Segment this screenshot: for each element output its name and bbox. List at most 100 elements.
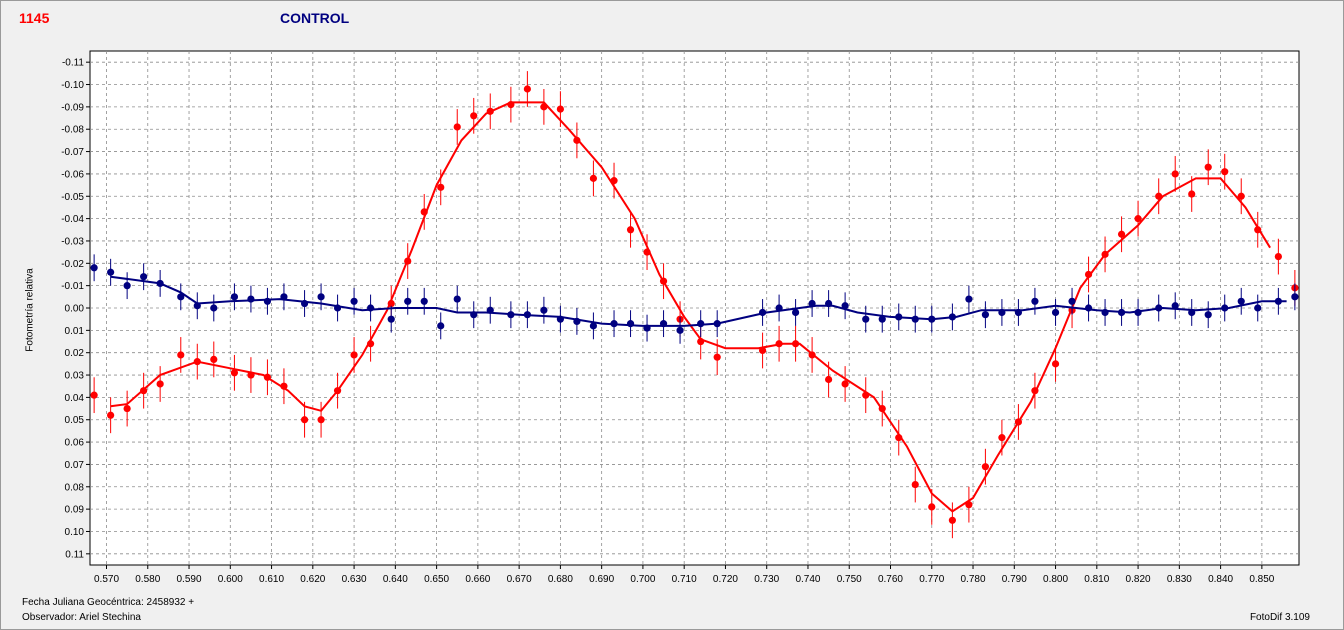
data-point [1068, 297, 1076, 305]
y-tick-label: -0.09 [61, 102, 84, 113]
x-tick-label: 0.630 [342, 574, 367, 585]
x-tick-label: 0.620 [300, 574, 325, 585]
y-tick-label: 0.08 [65, 482, 85, 493]
x-tick-label: 0.580 [135, 574, 160, 585]
data-point [1014, 418, 1023, 426]
x-tick-label: 0.770 [919, 574, 944, 585]
data-point [540, 306, 548, 314]
data-point [507, 311, 515, 319]
y-axis-ticks: -0.11 -0.10 -0.09 -0.08 -0.07 -0.06 -0.05 -0.04… [61, 58, 90, 560]
data-point [928, 315, 936, 323]
star-label: 1145 [19, 10, 50, 26]
data-point [486, 107, 494, 115]
data-point [948, 516, 956, 524]
x-tick-label: 0.730 [754, 574, 779, 585]
julian-date-label: Fecha Juliana Geocéntrica: 2458932 + [22, 597, 195, 608]
data-point [1117, 308, 1126, 317]
x-tick-label: 0.600 [218, 574, 243, 585]
data-point [280, 382, 288, 390]
y-tick-label: 0.06 [65, 438, 85, 449]
data-point [420, 297, 428, 305]
data-point [626, 320, 635, 328]
data-point [300, 299, 309, 308]
data-point [1274, 297, 1282, 305]
data-point [643, 248, 651, 256]
control-label: CONTROL [280, 10, 350, 26]
data-point [758, 308, 767, 317]
data-point [107, 268, 115, 276]
observer-label: Observador: Ariel Stechina [22, 612, 141, 623]
data-point [404, 257, 412, 265]
x-tick-label: 0.690 [589, 574, 614, 585]
data-point [193, 302, 201, 310]
data-point [90, 391, 98, 399]
data-point [470, 112, 478, 120]
data-point [1031, 297, 1039, 305]
data-point [808, 299, 816, 308]
data-point [791, 340, 800, 348]
data-point [1221, 304, 1229, 312]
data-point [140, 387, 148, 395]
x-tick-label: 0.820 [1126, 574, 1151, 585]
data-point [156, 279, 164, 288]
data-point [387, 315, 395, 323]
grid-lines [90, 51, 1299, 565]
y-tick-label: -0.01 [61, 281, 84, 292]
data-point [1117, 230, 1126, 238]
data-point [107, 411, 115, 419]
data-point [791, 308, 800, 317]
x-tick-label: 0.760 [878, 574, 903, 585]
data-point [453, 295, 461, 303]
data-point [911, 480, 919, 489]
data-point [317, 293, 325, 301]
data-point [1155, 304, 1163, 312]
data-point [1221, 168, 1229, 176]
data-point [697, 320, 705, 328]
y-tick-label: 0.04 [65, 393, 85, 404]
data-point [573, 317, 581, 326]
y-tick-label: 0.02 [65, 348, 85, 359]
data-point [825, 299, 833, 308]
data-point [437, 322, 445, 330]
data-point [1291, 293, 1299, 301]
data-point [230, 293, 239, 301]
data-point [453, 123, 461, 131]
data-point [1254, 304, 1262, 312]
data-point [1274, 253, 1282, 261]
data-point [981, 311, 990, 319]
data-point [1014, 308, 1023, 317]
data-point [1171, 302, 1179, 310]
data-point [713, 353, 721, 361]
data-point [470, 311, 478, 319]
data-point [998, 308, 1006, 317]
x-tick-label: 0.610 [259, 574, 284, 585]
data-point [350, 297, 358, 305]
data-point [1084, 304, 1093, 312]
plot-area [89, 50, 1300, 566]
data-point [573, 136, 581, 144]
x-tick-label: 0.570 [94, 574, 119, 585]
data-point [911, 315, 919, 323]
data-point [965, 295, 973, 303]
data-point [775, 304, 783, 312]
data-point [123, 404, 131, 413]
data-point [333, 304, 342, 312]
x-axis-ticks: 0.570 0.580 0.590 0.600 0.610 0.620 0.630 0.640… [94, 565, 1275, 585]
data-point [350, 351, 358, 359]
x-tick-label: 0.720 [713, 574, 738, 585]
data-point [486, 306, 494, 314]
data-point [437, 183, 445, 191]
data-point [90, 264, 98, 272]
data-point [1084, 270, 1093, 279]
data-point [317, 416, 325, 424]
data-point [540, 103, 548, 111]
y-tick-label: -0.02 [61, 259, 84, 270]
x-tick-label: 0.780 [961, 574, 986, 585]
data-point [1155, 192, 1163, 200]
data-point [387, 299, 395, 308]
data-point [643, 324, 651, 332]
y-tick-label: 0.09 [65, 505, 85, 516]
data-point [895, 313, 903, 321]
data-point [1188, 190, 1196, 198]
series-layer [90, 71, 1299, 539]
